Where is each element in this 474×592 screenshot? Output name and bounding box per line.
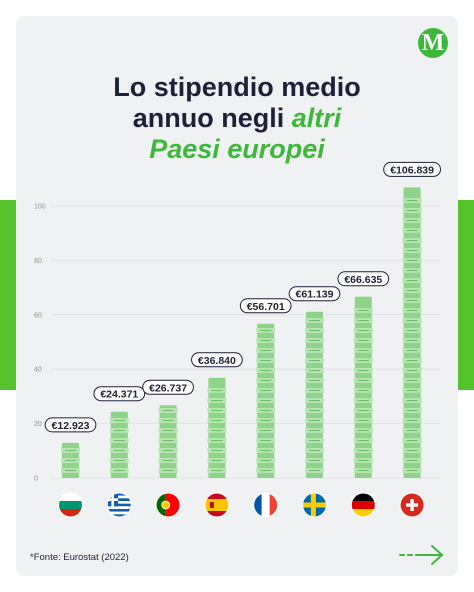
bar [61, 442, 80, 478]
bar [207, 377, 227, 478]
portugal-flag-icon [155, 492, 181, 518]
value-label-pill [44, 417, 97, 433]
value-label: €36.840 [198, 355, 236, 367]
source-note: *Fonte: Eurostat (2022) [30, 552, 129, 563]
value-label: €61.139 [296, 289, 334, 301]
y-tick-label: 40 [34, 367, 42, 374]
bulgaria-flag-icon [58, 492, 83, 518]
bar [256, 323, 276, 478]
value-label: €12.923 [52, 420, 90, 432]
bar [305, 311, 324, 478]
money-logo-icon: M [418, 28, 448, 58]
value-label-pill [191, 352, 243, 368]
arrow-right-icon[interactable] [398, 542, 448, 568]
value-label: €26.737 [149, 382, 187, 394]
value-label: €66.635 [344, 274, 382, 286]
title-line-1: Lo stipendio medio [113, 72, 361, 102]
value-label-pill [93, 386, 146, 402]
bar [402, 187, 422, 478]
germany-flag-icon [350, 492, 376, 518]
value-label: €24.371 [100, 389, 138, 401]
title-line-2: annuo negli [132, 103, 292, 133]
right-accent-bar [458, 200, 474, 390]
value-label-pill [337, 271, 390, 287]
left-accent-bar [0, 200, 16, 390]
title-accent-word: altri [291, 103, 342, 133]
value-label-pill [288, 286, 341, 302]
value-label-pill [383, 161, 442, 177]
value-label: €106.839 [390, 164, 434, 176]
y-tick-label: 100 [34, 204, 46, 211]
page-title: Lo stipendio medio annuo negli altri Pae… [40, 72, 434, 165]
infographic-card [16, 16, 458, 576]
france-flag-icon [253, 492, 279, 518]
bar [158, 405, 178, 478]
greece-flag-icon [106, 492, 132, 518]
switzerland-flag-icon [399, 492, 425, 518]
spain-flag-icon [204, 492, 230, 518]
bar [353, 296, 373, 478]
y-tick-label: 20 [34, 421, 42, 428]
value-label-pill [239, 298, 292, 314]
value-label: €56.701 [247, 301, 285, 313]
y-tick-label: 80 [34, 258, 42, 265]
bar [109, 411, 129, 478]
value-label-pill [142, 379, 194, 395]
y-tick-label: 60 [34, 312, 42, 319]
title-line-3: Paesi europei [149, 134, 325, 164]
bar-body [306, 311, 323, 478]
sweden-flag-icon [302, 492, 327, 518]
y-tick-label: 0 [34, 476, 38, 483]
